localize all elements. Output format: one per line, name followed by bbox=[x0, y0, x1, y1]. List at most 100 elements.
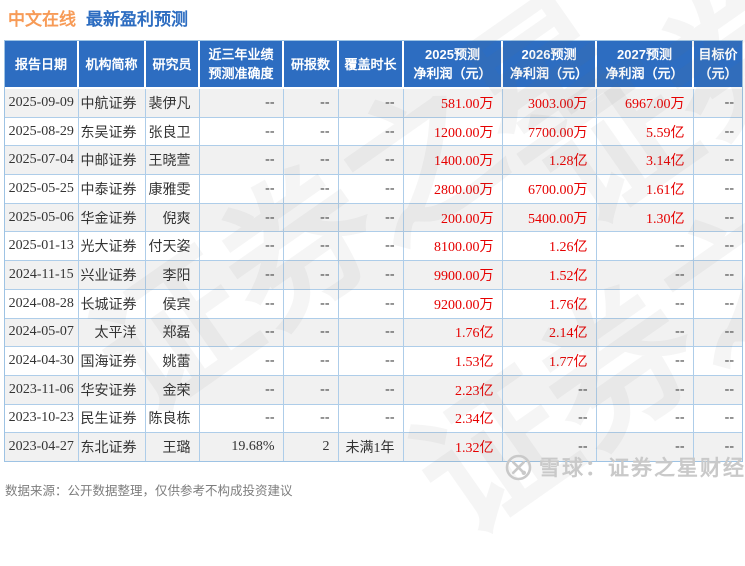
table-row: 2025-08-29 东吴证券 张良卫 -- -- -- 1200.00万 7700.00万 5… bbox=[5, 117, 742, 147]
table-cell: 7700.00万 bbox=[502, 117, 597, 147]
table-cell: -- bbox=[283, 117, 339, 147]
table-cell: -- bbox=[283, 174, 339, 204]
table-cell: 长城证券 bbox=[78, 289, 146, 319]
table-cell: 2025-07-04 bbox=[5, 145, 79, 176]
table-cell: -- bbox=[338, 260, 404, 290]
table-cell: 未满1年 bbox=[338, 432, 404, 461]
table-cell: 付天姿 bbox=[145, 231, 200, 262]
table-cell: -- bbox=[693, 145, 742, 176]
table-cell: -- bbox=[199, 231, 284, 262]
table-cell: 1.28亿 bbox=[502, 145, 597, 176]
table-cell: -- bbox=[596, 318, 694, 348]
table-cell: 2023-04-27 bbox=[5, 432, 79, 461]
table-cell: -- bbox=[693, 117, 742, 147]
table-cell: -- bbox=[724, 439, 734, 455]
table-cell: 2025-09-09 bbox=[5, 88, 79, 118]
table-cell: 华金证券 bbox=[78, 203, 146, 233]
table-cell: -- bbox=[693, 174, 742, 204]
table-cell: -- bbox=[596, 260, 694, 290]
table-cell: -- bbox=[596, 404, 694, 434]
table-cell: 王晓萱 bbox=[145, 145, 200, 176]
table-cell: 裴伊凡 bbox=[145, 88, 200, 118]
table-cell: 东吴证券 bbox=[78, 117, 146, 147]
table-cell: 2 bbox=[283, 432, 339, 461]
table-row: 2024-04-30 国海证券 姚蕾 -- -- -- 1.53亿 1.77亿 -- -- bbox=[5, 346, 742, 376]
table-cell: -- bbox=[338, 117, 404, 147]
table-cell: 姚蕾 bbox=[145, 346, 200, 376]
column-header: 研究员 bbox=[145, 41, 200, 89]
table-cell: 李阳 bbox=[145, 260, 200, 290]
table-row: 2023-10-23 民生证券 陈良栋 -- -- -- 2.34亿 -- -- -- bbox=[5, 404, 742, 434]
table-cell: -- bbox=[199, 88, 284, 118]
table-cell: 1.32亿 bbox=[403, 432, 503, 461]
table-cell: -- bbox=[502, 432, 597, 461]
table-cell: -- bbox=[199, 289, 284, 319]
table-row: 2023-04-27 东北证券 王璐 19.68% 2 未满1年 1.32亿 -- -- -- bbox=[5, 432, 742, 461]
table-cell: -- bbox=[283, 404, 339, 434]
table-cell: -- bbox=[502, 375, 597, 405]
table-cell: 2023-10-23 bbox=[5, 404, 79, 434]
table-cell: -- bbox=[693, 318, 742, 348]
table-cell: 郑磊 bbox=[145, 318, 200, 348]
table-cell: -- bbox=[283, 289, 339, 319]
table-cell: 2024-08-28 bbox=[5, 289, 79, 319]
table-cell: 581.00万 bbox=[403, 88, 503, 118]
table-row: 2025-09-09 中航证券 裴伊凡 -- -- -- 581.00万 3003.00万 69… bbox=[5, 88, 742, 118]
table-cell: 兴业证券 bbox=[78, 260, 146, 290]
table-cell: 2.34亿 bbox=[403, 404, 503, 434]
table-cell: -- bbox=[596, 375, 694, 405]
table-cell: 金荣 bbox=[145, 375, 200, 405]
forecast-table-head-row: 报告日期 机构简称 研究员 近三年业绩 预测准确度 研报数 覆盖时长 2025预测 净利润（元）… bbox=[5, 41, 742, 89]
table-cell: 2025-05-06 bbox=[5, 203, 79, 233]
column-header: 目标价 （元） bbox=[693, 41, 742, 89]
table-cell: 3003.00万 bbox=[502, 88, 597, 118]
table-cell: 1.30亿 bbox=[596, 203, 694, 233]
table-cell: 19.68% bbox=[199, 432, 284, 461]
table-cell: -- bbox=[596, 346, 694, 376]
table-cell: 2025-01-13 bbox=[5, 231, 79, 262]
report-subtitle: 最新盈利预测 bbox=[86, 10, 188, 29]
table-cell: 2024-04-30 bbox=[5, 346, 79, 376]
table-cell: 2024-05-07 bbox=[5, 318, 79, 348]
source-note: 数据来源：公开数据整理，仅供参考不构成投资建议 bbox=[5, 484, 293, 498]
table-cell: -- bbox=[283, 88, 339, 118]
table-cell: -- bbox=[338, 375, 404, 405]
column-header: 近三年业绩 预测准确度 bbox=[199, 41, 284, 89]
table-cell: 中邮证券 bbox=[78, 145, 146, 176]
table-cell: -- bbox=[283, 231, 339, 262]
table-row: 2023-11-06 华安证券 金荣 -- -- -- 2.23亿 -- -- -- bbox=[5, 375, 742, 405]
table-cell: -- bbox=[199, 404, 284, 434]
table-cell: 5.59亿 bbox=[596, 117, 694, 147]
table-cell: 9900.00万 bbox=[403, 260, 503, 290]
table-cell: 6700.00万 bbox=[502, 174, 597, 204]
table-cell: 国海证券 bbox=[78, 346, 146, 376]
table-cell: 3.14亿 bbox=[596, 145, 694, 176]
table-cell: 2025-08-29 bbox=[5, 117, 79, 147]
table-cell: -- bbox=[693, 203, 742, 233]
table-cell: -- bbox=[693, 375, 742, 405]
table-cell: 1400.00万 bbox=[403, 145, 503, 176]
table-cell: -- bbox=[283, 203, 339, 233]
column-header: 覆盖时长 bbox=[338, 41, 404, 89]
table-cell: -- bbox=[596, 432, 694, 461]
table-cell: 1.52亿 bbox=[502, 260, 597, 290]
column-header: 研报数 bbox=[283, 41, 339, 89]
table-cell: 1.76亿 bbox=[502, 289, 597, 319]
table-cell: 1.53亿 bbox=[403, 346, 503, 376]
table-cell: -- bbox=[338, 145, 404, 176]
table-cell: -- bbox=[199, 260, 284, 290]
table-cell: 康雅雯 bbox=[145, 174, 200, 204]
table-cell: -- bbox=[199, 145, 284, 176]
table-cell: -- bbox=[693, 88, 742, 118]
table-cell: 1.61亿 bbox=[596, 174, 694, 204]
table-cell: 6967.00万 bbox=[596, 88, 694, 118]
table-cell: -- bbox=[338, 318, 404, 348]
table-row: 2025-05-06 华金证券 倪爽 -- -- -- 200.00万 5400.00万 1.3… bbox=[5, 203, 742, 233]
table-cell: 2025-05-25 bbox=[5, 174, 79, 204]
table-cell: -- bbox=[596, 231, 694, 262]
table-cell: 侯宾 bbox=[145, 289, 200, 319]
table-cell: 太平洋 bbox=[78, 318, 146, 348]
table-cell: -- bbox=[338, 174, 404, 204]
table-cell: 中泰证券 bbox=[78, 174, 146, 204]
table-cell: -- bbox=[283, 260, 339, 290]
